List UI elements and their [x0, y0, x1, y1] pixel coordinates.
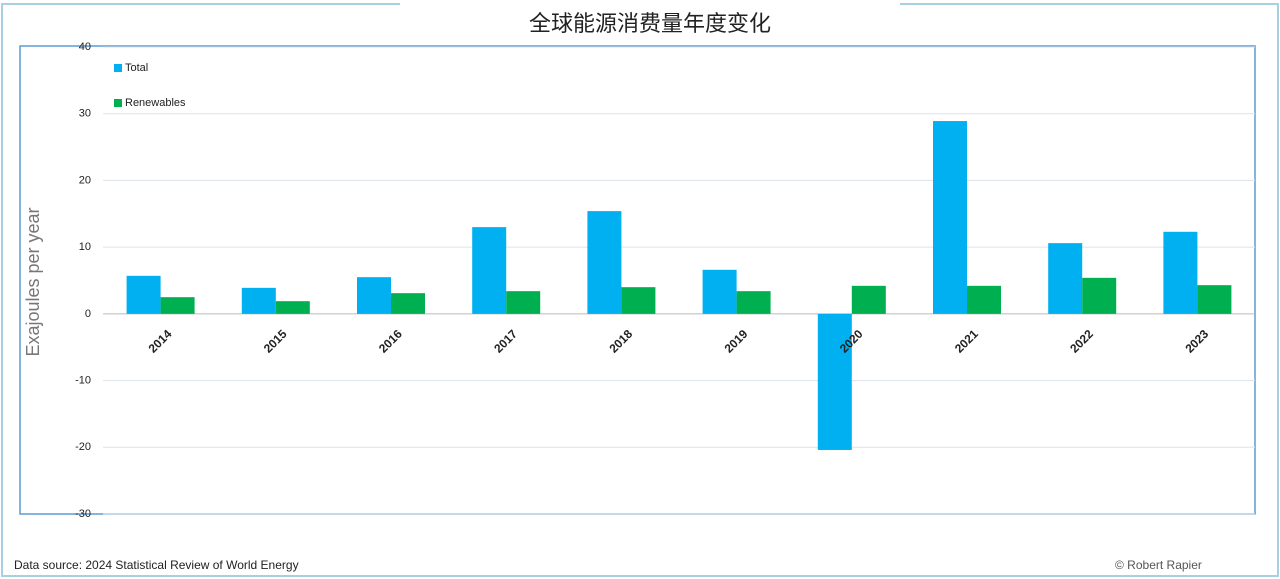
bar [357, 277, 391, 314]
bar [275, 301, 310, 314]
bar [472, 227, 507, 314]
legend-label: Total [125, 62, 148, 74]
y-tick-label: 40 [79, 41, 91, 53]
legend-label: Renewables [125, 97, 186, 109]
bar [506, 291, 541, 314]
y-tick-label: 30 [79, 108, 91, 120]
bar [1082, 277, 1117, 314]
y-tick-label: -20 [75, 441, 91, 453]
y-tick-label: 0 [85, 308, 91, 320]
bar [933, 121, 967, 314]
bar [241, 287, 276, 314]
chart-title: 全球能源消费量年度变化 [529, 11, 771, 36]
bar [160, 297, 195, 314]
bar [736, 291, 771, 314]
bar [126, 275, 161, 314]
legend-swatch [114, 64, 122, 72]
bar [587, 211, 622, 314]
y-tick-label: 10 [79, 241, 91, 253]
title-box [400, 2, 900, 44]
y-tick-label: -10 [75, 374, 91, 386]
bar [851, 285, 886, 314]
bar [967, 285, 1001, 314]
bar [621, 287, 656, 314]
y-tick-label: -30 [75, 508, 91, 520]
source-note: Data source: 2024 Statistical Review of … [14, 558, 299, 572]
bar [1197, 285, 1232, 314]
bar [817, 313, 852, 450]
y-axis-label: Exajoules per year [23, 207, 43, 356]
bar [702, 269, 737, 314]
credit: © Robert Rapier [1115, 558, 1202, 572]
bar [391, 293, 425, 314]
bar [1163, 231, 1198, 314]
legend-swatch [114, 99, 122, 107]
y-tick-label: 20 [79, 174, 91, 186]
bar [1048, 243, 1083, 314]
